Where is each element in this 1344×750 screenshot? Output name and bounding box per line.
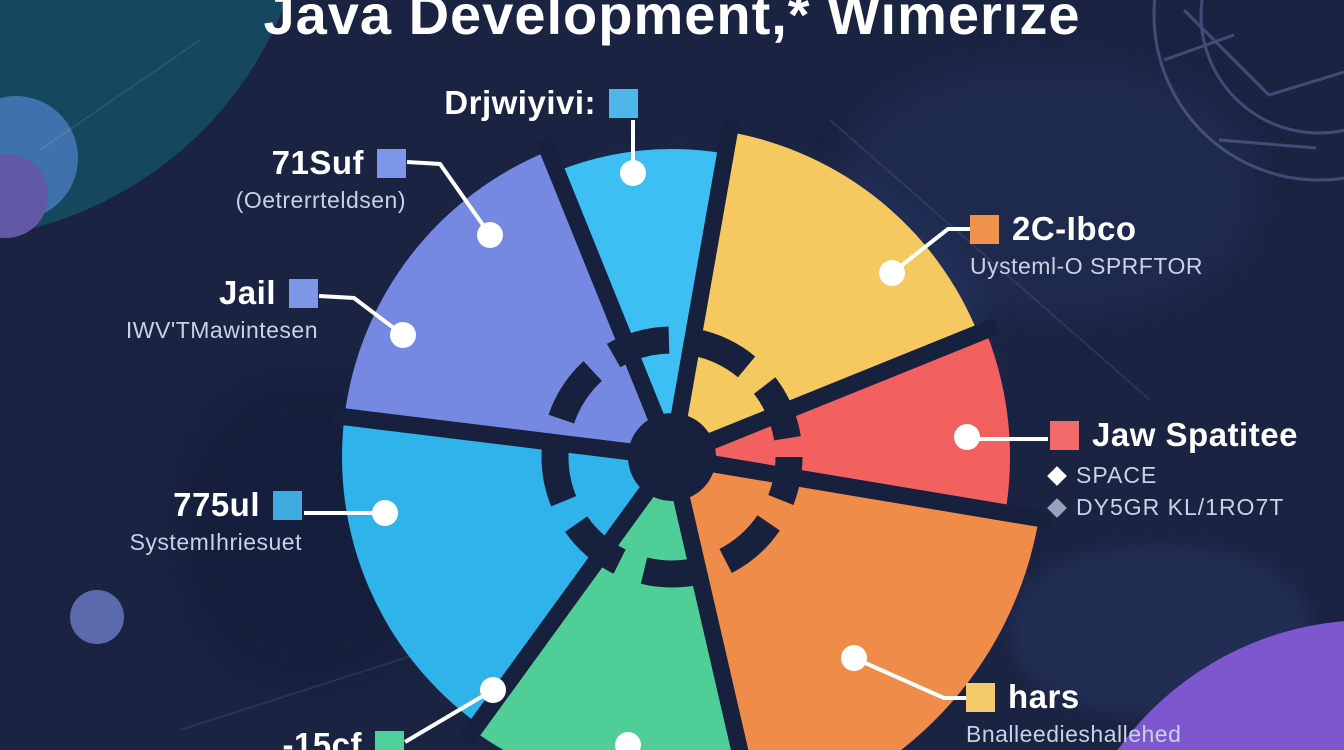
callout-dot-hars xyxy=(841,645,867,671)
callout-label: 775ul xyxy=(173,486,260,523)
callout-label: Drjwiyivi: xyxy=(444,84,596,121)
callout-sublabel: SystemIhriesuet xyxy=(129,529,302,555)
segment-gap xyxy=(663,118,740,459)
pie-segment-yellow[interactable] xyxy=(672,132,978,458)
callout-connector-cf xyxy=(403,688,495,744)
callout-label: Jaw Spatitee xyxy=(1092,416,1298,453)
callout-label: hars xyxy=(1008,678,1080,715)
callout-dot-suf xyxy=(477,222,503,248)
callout-dot-jail xyxy=(390,322,416,348)
segment-gap xyxy=(670,448,1053,529)
legend-swatch-periwinkle[interactable] xyxy=(377,148,406,178)
callout-2cibco: 2C-Ibco Uysteml-O SPRFTOR xyxy=(970,210,1340,280)
slate-circle-decoration xyxy=(70,590,124,644)
callout-15cf: -15cf xyxy=(150,726,404,750)
segment-gap xyxy=(668,318,1000,465)
callout-label: 71Suf xyxy=(271,144,364,181)
callout-sublabel: Bnalleedieshallehed xyxy=(966,721,1182,747)
callout-label: Jail xyxy=(218,274,276,311)
legend-swatch-left-blue[interactable] xyxy=(273,490,302,520)
callout-dot-ul xyxy=(372,500,398,526)
legend-swatch-periwinkle[interactable] xyxy=(289,278,318,308)
legend-swatch-green[interactable] xyxy=(375,730,404,750)
pie-segment-green[interactable] xyxy=(473,457,748,750)
callout-775ul: 775ul SystemIhriesuet xyxy=(40,486,302,556)
callout-dot-bottom xyxy=(615,732,641,750)
callout-sublabel: Uysteml-O SPRFTOR xyxy=(970,253,1203,279)
segment-gap xyxy=(331,406,674,466)
wireframe-globe-decoration xyxy=(1152,0,1344,182)
callout-sublabel: (Oetrerrteldsen) xyxy=(235,187,406,213)
callout-jaw-spatitee: Jaw Spatitee SPACE DY5GR KL/1RO7T xyxy=(1047,416,1344,521)
page-title: Java Development,* Wimerize xyxy=(263,0,1081,46)
segment-gap xyxy=(536,136,680,461)
bullet-space: SPACE xyxy=(1047,462,1344,489)
segment-gap xyxy=(663,455,749,750)
callout-jail: Jail IWV'TMawintesen xyxy=(60,274,318,344)
legend-swatch-yellow[interactable] xyxy=(966,682,995,712)
callout-dot-cf xyxy=(480,677,506,703)
callout-dot-ibco xyxy=(879,260,905,286)
callout-connector-suf xyxy=(406,160,492,237)
pie-segment-left-blue[interactable] xyxy=(342,416,672,724)
callout-label: -15cf xyxy=(282,726,362,750)
callout-connector-jail xyxy=(318,294,405,337)
callout-dot-drjwiyivi xyxy=(620,160,646,186)
callout-71suf: 71Suf (Oetrerrteldsen) xyxy=(148,144,406,214)
callout-drjwiyivi: Drjwiyivi: xyxy=(420,84,638,122)
legend-swatch-red[interactable] xyxy=(1050,420,1079,450)
callout-dot-spatitee xyxy=(954,424,980,450)
pie-center xyxy=(628,413,716,501)
legend-swatch-top-blue[interactable] xyxy=(609,88,638,118)
callout-connector-hars xyxy=(853,656,966,700)
dashed-ring xyxy=(541,326,803,588)
callout-label: 2C-Ibco xyxy=(1012,210,1137,247)
bullet-dysgr: DY5GR KL/1RO7T xyxy=(1047,494,1344,521)
legend-swatch-orange[interactable] xyxy=(970,214,999,244)
callout-connector-ibco xyxy=(890,227,970,275)
callout-sublabel: IWV'TMawintesen xyxy=(125,317,318,343)
diamond-icon xyxy=(1047,497,1067,518)
callout-hars: hars Bnalleedieshallehed xyxy=(966,678,1336,748)
diamond-icon xyxy=(1047,465,1067,486)
